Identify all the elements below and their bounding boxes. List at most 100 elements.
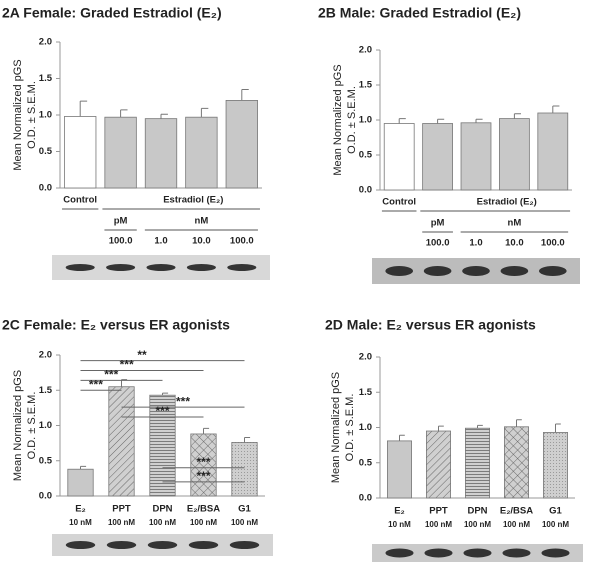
error-bar: [437, 118, 445, 124]
bar: [543, 432, 568, 499]
error-bar: [477, 424, 483, 429]
bar: [108, 386, 135, 497]
dose-label: 100 nM: [425, 520, 452, 529]
chart-title: 2D Male: E₂ versus ER agonists: [325, 317, 536, 333]
x-tick-label: PPT: [112, 504, 131, 515]
x-tick-label: 100.0: [541, 238, 565, 249]
blot-band: [423, 266, 452, 276]
blot-band: [538, 266, 567, 276]
blot-band: [65, 541, 96, 549]
chart-title: 2C Female: E₂ versus ER agonists: [2, 317, 230, 333]
x-tick-label: 100.0: [230, 236, 254, 247]
y-axis-label: O.D. ± S.E.M.: [26, 81, 38, 149]
blot-band: [385, 266, 414, 276]
blot-band: [227, 264, 257, 271]
blot-band: [146, 264, 176, 271]
x-tick-label: DPN: [152, 504, 172, 515]
error-bar: [513, 113, 521, 119]
dose-label: 100 nM: [190, 518, 217, 527]
group-label: Estradiol (E₂): [163, 195, 223, 206]
x-tick-label: G1: [238, 504, 251, 515]
y-tick-label: 0.0: [39, 491, 52, 502]
significance-label: ***: [155, 404, 169, 418]
blot-band: [541, 548, 570, 558]
unit-label: nM: [508, 218, 522, 229]
significance-label: ***: [120, 358, 134, 372]
blot-band: [385, 548, 414, 558]
error-bar: [79, 100, 88, 117]
error-bar: [162, 392, 169, 396]
y-tick-label: 1.0: [39, 420, 52, 431]
blot-band: [188, 541, 219, 549]
x-tick-label: 1.0: [154, 236, 167, 247]
bar: [64, 116, 97, 189]
bar: [422, 123, 453, 191]
y-tick-label: 1.5: [39, 73, 53, 84]
y-axis-label: O.D. ± S.E.M.: [346, 86, 358, 154]
blot-band: [502, 548, 531, 558]
y-tick-label: 2.0: [39, 350, 52, 361]
dose-label: 100 nM: [108, 518, 135, 527]
x-tick-label: 1.0: [469, 238, 482, 249]
y-tick-label: 1.5: [39, 385, 53, 396]
x-tick-label: G1: [549, 506, 562, 517]
unit-label: nM: [195, 216, 209, 227]
significance-label: **: [137, 348, 147, 362]
y-tick-label: 0.5: [39, 455, 53, 466]
y-tick-label: 0.5: [359, 150, 373, 161]
bar: [383, 123, 415, 191]
chart-title: 2B Male: Graded Estradiol (E₂): [318, 5, 521, 21]
dose-label: 100 nM: [464, 520, 491, 529]
dose-label: 10 nM: [388, 520, 411, 529]
dose-label: 100 nM: [231, 518, 258, 527]
blot-band: [424, 548, 453, 558]
y-tick-label: 1.0: [359, 115, 372, 126]
error-bar: [398, 118, 406, 124]
y-axis-label: Mean Normalized pGS: [330, 372, 342, 483]
y-tick-label: 0.5: [39, 146, 53, 157]
dose-label: 100 nM: [542, 520, 569, 529]
unit-label: pM: [114, 216, 128, 227]
y-tick-label: 2.0: [359, 45, 372, 56]
bar: [426, 430, 451, 499]
blot-band: [462, 266, 490, 276]
x-tick-label: PPT: [429, 506, 448, 517]
bar: [537, 112, 569, 191]
error-bar: [555, 423, 561, 433]
bar: [231, 442, 258, 497]
x-tick-label: E₂/BSA: [187, 504, 220, 515]
error-bar: [438, 425, 444, 432]
y-tick-label: 0.0: [39, 183, 52, 194]
error-bar: [475, 118, 483, 123]
blot-band: [65, 264, 95, 271]
x-tick-label: 10.0: [192, 236, 211, 247]
bar: [67, 468, 94, 497]
error-bar: [200, 107, 209, 118]
unit-label: pM: [431, 218, 445, 229]
significance-label: ***: [89, 377, 103, 391]
x-tick-label: Control: [382, 197, 416, 208]
blot-band: [500, 266, 529, 276]
bar: [460, 122, 492, 191]
y-tick-label: 0.5: [359, 457, 373, 468]
bar: [499, 118, 530, 191]
y-axis-label: O.D. ± S.E.M.: [26, 392, 38, 460]
blot-band: [186, 264, 216, 271]
x-tick-label: DPN: [467, 506, 487, 517]
error-bar: [120, 109, 128, 118]
bar: [465, 427, 490, 499]
y-tick-label: 2.0: [359, 352, 372, 363]
y-tick-label: 1.5: [359, 387, 373, 398]
dose-label: 100 nM: [503, 520, 530, 529]
group-label: Estradiol (E₂): [477, 197, 537, 208]
y-axis-label: O.D. ± S.E.M.: [344, 394, 356, 462]
blot-band: [147, 541, 178, 549]
y-axis-label: Mean Normalized pGS: [12, 370, 24, 481]
blot-band: [106, 264, 136, 271]
error-bar: [552, 105, 560, 113]
blot-band: [229, 541, 260, 549]
significance-label: ***: [176, 394, 190, 408]
dose-label: 10 nM: [69, 518, 92, 527]
blot-band: [106, 541, 137, 549]
dose-label: 100 nM: [149, 518, 176, 527]
